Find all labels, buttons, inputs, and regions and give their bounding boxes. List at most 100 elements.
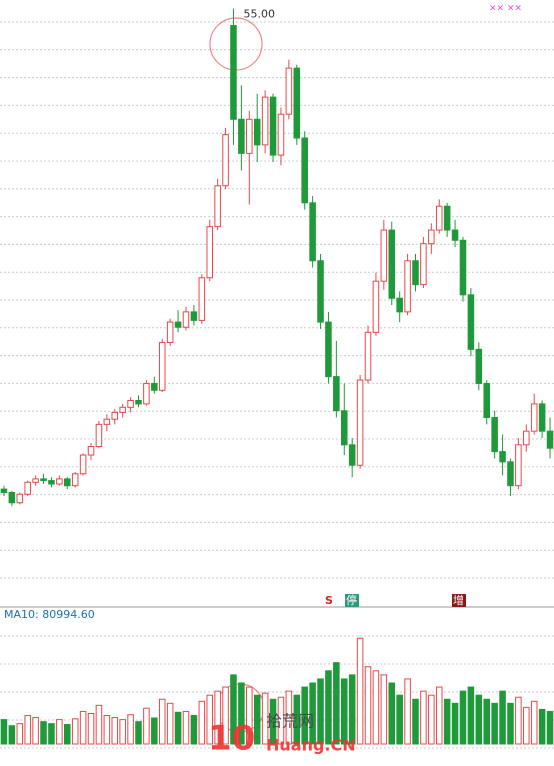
- candle-body: [48, 480, 55, 485]
- candle-body: [507, 461, 514, 487]
- candle-body: [182, 311, 190, 328]
- volume-bar: [253, 694, 261, 745]
- volume-bar: [16, 723, 24, 745]
- volume-bar: [143, 707, 150, 745]
- candle-body: [459, 239, 467, 296]
- candle-body: [428, 229, 435, 245]
- volume-bar: [483, 698, 490, 745]
- volume-bar: [546, 710, 554, 745]
- volume-bar: [530, 700, 538, 745]
- volume-bar: [475, 694, 483, 745]
- volume-bar: [285, 690, 293, 745]
- volume-bar: [151, 717, 158, 745]
- candle-body: [214, 185, 221, 228]
- candle-body: [79, 454, 87, 475]
- volume-bar: [103, 715, 111, 745]
- volume-bar: [71, 718, 79, 745]
- volume-bar: [87, 713, 95, 745]
- candle-body: [380, 229, 388, 282]
- watermark-name: 拾荒网: [266, 712, 314, 731]
- volume-label: MA10: 80994.60: [4, 608, 95, 621]
- candle-body: [364, 331, 372, 381]
- candle-body: [277, 113, 285, 156]
- marker: S: [325, 594, 333, 607]
- candle-body: [230, 25, 237, 120]
- candle-body: [158, 342, 166, 391]
- candle-body: [127, 399, 134, 408]
- marker: 增: [453, 593, 464, 607]
- candle-body: [174, 321, 182, 328]
- candle-body: [499, 451, 506, 463]
- candle-body: [396, 297, 403, 313]
- volume-bar: [214, 690, 221, 745]
- peak-label: 55.00: [243, 8, 275, 21]
- volume-bar: [261, 692, 269, 745]
- volume-bar: [467, 686, 475, 745]
- volume-bar: [428, 694, 435, 745]
- candle-body: [198, 277, 206, 321]
- candle-body: [546, 430, 554, 449]
- candle-body: [293, 67, 301, 139]
- volume-bar: [499, 690, 506, 745]
- candle-body: [206, 226, 213, 279]
- candle-body: [24, 481, 31, 495]
- volume-bar: [348, 674, 356, 745]
- candle-body: [253, 118, 261, 146]
- candle-body: [32, 478, 39, 483]
- volume-bar: [317, 678, 324, 745]
- volume-bar: [222, 686, 229, 745]
- marker-box: [345, 594, 359, 607]
- candle-body: [301, 137, 308, 204]
- volume-bar: [372, 670, 380, 745]
- volume-bar: [341, 678, 348, 745]
- candle-body: [87, 446, 95, 456]
- candle-body: [95, 423, 103, 448]
- candle-body: [317, 260, 324, 323]
- candle-body: [246, 118, 253, 154]
- candle-body: [56, 478, 63, 485]
- volume-bar: [523, 706, 530, 745]
- volume-bar: [238, 682, 245, 745]
- volume-bar: [32, 717, 39, 745]
- candle-body: [8, 492, 16, 504]
- candles: [0, 8, 554, 507]
- volume-bar: [174, 711, 182, 745]
- watermark-number: 10: [208, 719, 255, 759]
- marker: 停: [346, 593, 357, 607]
- volume-bar: [277, 696, 285, 745]
- volume-bar: [451, 702, 459, 745]
- volumes: [0, 637, 554, 745]
- volume-bar: [198, 700, 206, 745]
- candle-body: [166, 321, 174, 344]
- candle-body: [420, 243, 427, 286]
- candle-body: [151, 382, 158, 391]
- candle-body: [348, 444, 356, 466]
- candle-body: [64, 478, 71, 487]
- volume-bar: [158, 698, 166, 745]
- volume-bar: [538, 708, 546, 745]
- volume-bar: [135, 721, 142, 745]
- marker-box: [452, 594, 466, 607]
- candle-body: [483, 382, 490, 419]
- candle-body: [285, 67, 293, 115]
- volume-bar: [420, 690, 427, 745]
- top-marks: ×× ××: [489, 4, 522, 14]
- volume-bar: [230, 674, 237, 745]
- volume-bar: [435, 686, 443, 745]
- volume-bar: [388, 682, 396, 745]
- volume-bar: [190, 715, 198, 745]
- candle-body: [333, 376, 340, 412]
- volume-bar: [40, 721, 47, 745]
- volume-bar: [301, 686, 308, 745]
- candle-body: [261, 96, 269, 146]
- volume-bar: [459, 690, 467, 745]
- volume-bar: [333, 662, 340, 745]
- volume-bar: [182, 710, 190, 745]
- candle-body: [238, 118, 245, 154]
- volume-bar: [507, 702, 514, 745]
- candle-body: [111, 411, 119, 420]
- volume-bar: [24, 715, 31, 745]
- volume-bar: [396, 694, 403, 745]
